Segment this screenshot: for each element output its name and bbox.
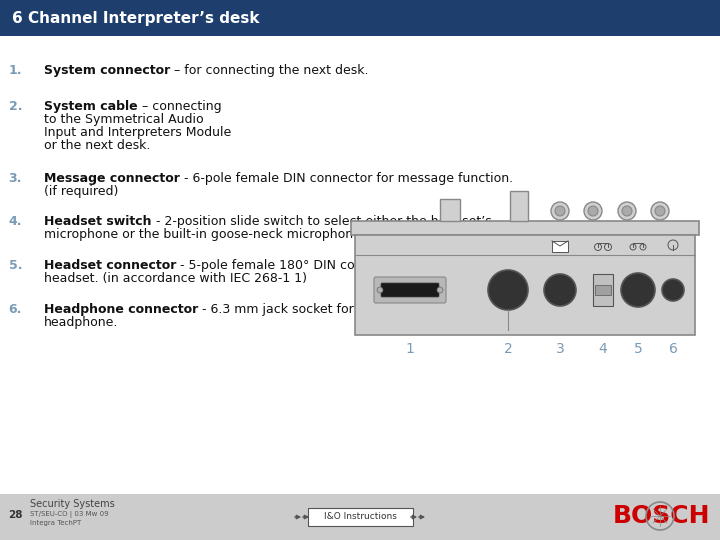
Circle shape: [377, 287, 383, 293]
Text: 6.: 6.: [9, 303, 22, 316]
Text: 1: 1: [405, 342, 415, 356]
Text: 3.: 3.: [9, 172, 22, 185]
Text: 4.: 4.: [9, 215, 22, 228]
Text: headset. (in accordance with IEC 268-1 1): headset. (in accordance with IEC 268-1 1…: [44, 272, 307, 285]
Text: – connecting: – connecting: [138, 100, 221, 113]
Text: 5.: 5.: [9, 259, 22, 272]
Text: or the next desk.: or the next desk.: [44, 139, 150, 152]
FancyBboxPatch shape: [381, 283, 439, 297]
FancyBboxPatch shape: [374, 277, 446, 303]
Bar: [552, 241, 568, 252]
Text: headphone.: headphone.: [44, 316, 118, 329]
Text: (if required): (if required): [44, 185, 118, 198]
Bar: [593, 274, 613, 306]
Bar: [440, 199, 460, 221]
Circle shape: [621, 273, 655, 307]
Text: 2: 2: [503, 342, 513, 356]
Text: Headset switch: Headset switch: [44, 215, 151, 228]
Text: System cable: System cable: [44, 100, 138, 113]
Bar: [0, 0, 720, 36]
Text: – for connecting the next desk.: – for connecting the next desk.: [170, 64, 369, 77]
Circle shape: [618, 202, 636, 220]
Text: - 5-pole female 180° DIN connector for connecting a: - 5-pole female 180° DIN connector for c…: [176, 259, 510, 272]
Text: 2.: 2.: [9, 100, 22, 113]
Text: ST/SEU-CO | 03 Mw 09: ST/SEU-CO | 03 Mw 09: [30, 511, 109, 518]
Text: Headset connector: Headset connector: [44, 259, 176, 272]
Text: microphone or the built-in goose-neck microphone.: microphone or the built-in goose-neck mi…: [44, 228, 365, 241]
Text: - 6.3 mm jack socket for connecting the: - 6.3 mm jack socket for connecting the: [198, 303, 452, 316]
Text: Message connector: Message connector: [44, 172, 180, 185]
Circle shape: [551, 202, 569, 220]
Circle shape: [555, 206, 565, 216]
Text: 1.: 1.: [9, 64, 22, 77]
FancyBboxPatch shape: [307, 508, 413, 525]
Circle shape: [544, 274, 576, 306]
Text: Security Systems: Security Systems: [30, 499, 114, 509]
Text: 6 Channel Interpreter’s desk: 6 Channel Interpreter’s desk: [12, 10, 259, 25]
Text: 4: 4: [598, 342, 608, 356]
Text: - 6-pole female DIN connector for message function.: - 6-pole female DIN connector for messag…: [180, 172, 513, 185]
Circle shape: [651, 202, 669, 220]
Circle shape: [622, 206, 632, 216]
Circle shape: [588, 206, 598, 216]
Bar: [0, 494, 720, 540]
Text: 28: 28: [8, 510, 22, 519]
Text: 5: 5: [634, 342, 642, 356]
Bar: [510, 191, 528, 221]
Circle shape: [488, 270, 528, 310]
Circle shape: [437, 287, 443, 293]
Text: Integra TechPT: Integra TechPT: [30, 520, 81, 526]
Text: System connector: System connector: [44, 64, 170, 77]
Text: Input and Interpreters Module: Input and Interpreters Module: [44, 126, 231, 139]
Text: - 2-position slide switch to select either the headset’s: - 2-position slide switch to select eith…: [151, 215, 491, 228]
Bar: [595, 285, 611, 295]
Text: BOSCH: BOSCH: [613, 504, 710, 528]
Text: 3: 3: [556, 342, 564, 356]
Circle shape: [662, 279, 684, 301]
Text: Headphone connector: Headphone connector: [44, 303, 198, 316]
Bar: [351, 221, 699, 235]
Text: I&O Instructions: I&O Instructions: [323, 512, 397, 521]
Circle shape: [584, 202, 602, 220]
Text: 6: 6: [669, 342, 678, 356]
Bar: [355, 235, 695, 335]
Text: to the Symmetrical Audio: to the Symmetrical Audio: [44, 113, 204, 126]
Circle shape: [655, 206, 665, 216]
